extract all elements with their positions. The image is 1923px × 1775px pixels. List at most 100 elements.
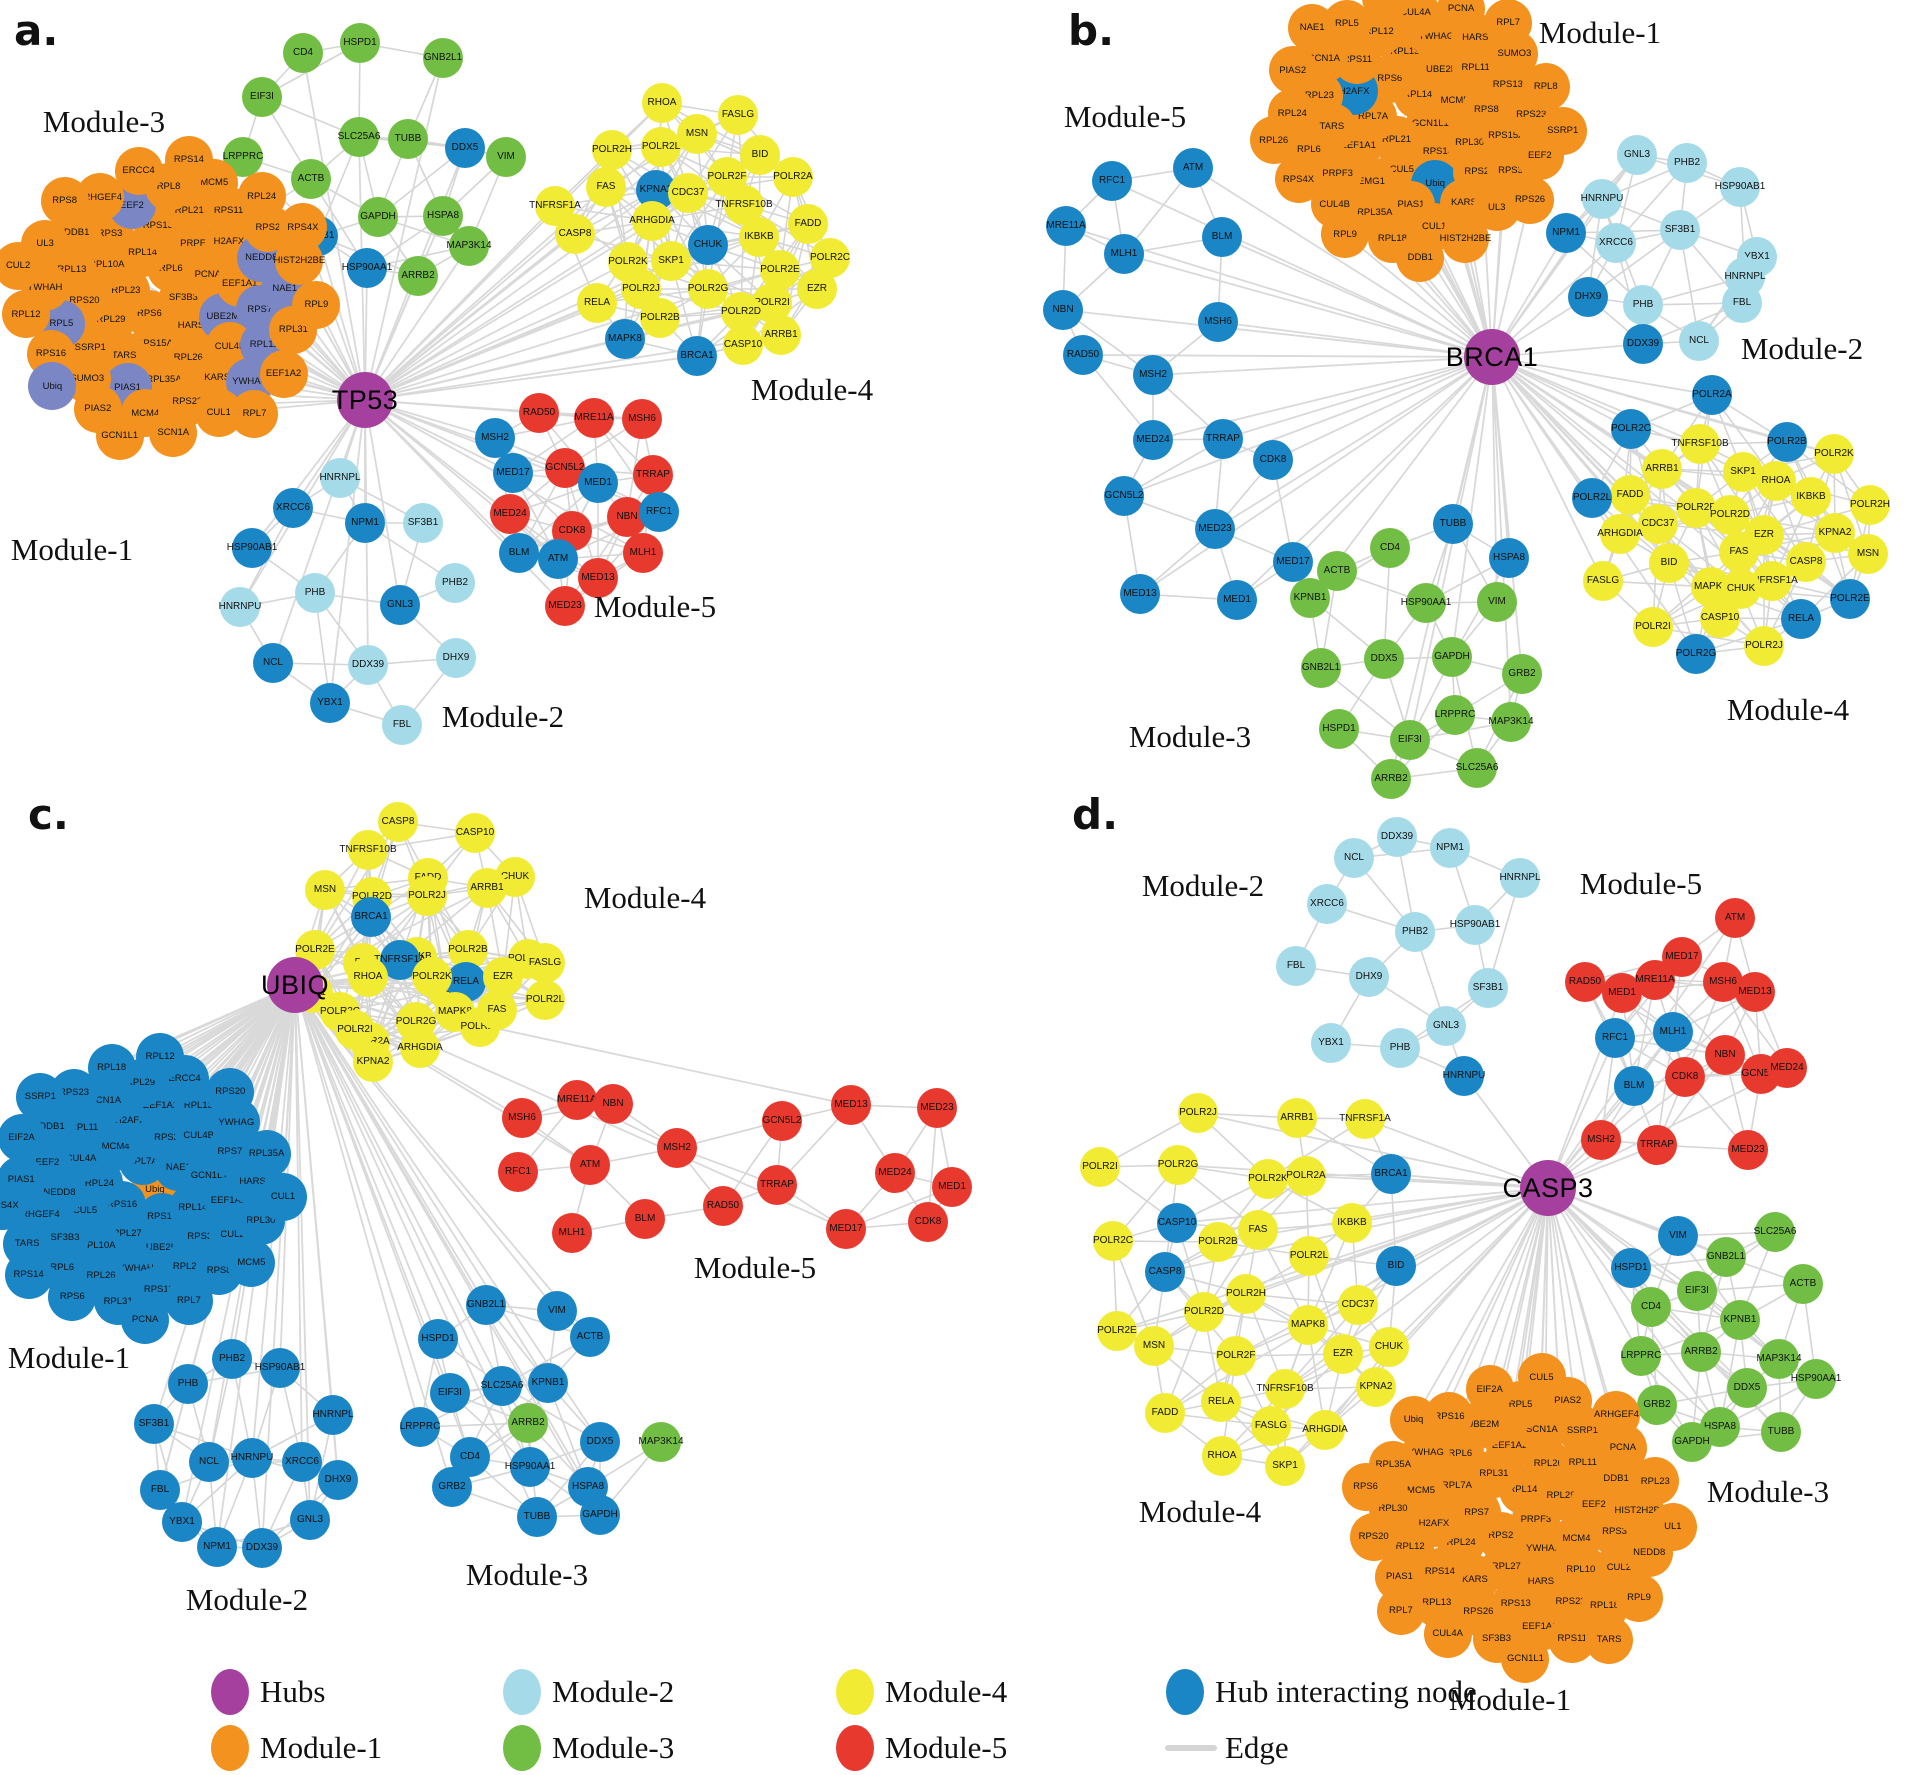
node-med17[interactable]: MED17 (1273, 542, 1313, 582)
node-gapdh[interactable]: GAPDH (580, 1495, 620, 1535)
node-map3k14[interactable]: MAP3K14 (446, 226, 492, 266)
node-ddx5[interactable]: DDX5 (580, 1422, 620, 1462)
node-trrap[interactable]: TRRAP (1203, 419, 1243, 459)
node-arrb1[interactable]: ARRB1 (761, 315, 801, 355)
node-dhx9[interactable]: DHX9 (318, 1460, 358, 1500)
node-msh6[interactable]: MSH6 (502, 1098, 542, 1138)
node-scn1a[interactable]: SCN1A (149, 408, 198, 457)
node-polr2h[interactable]: POLR2H (1226, 1274, 1266, 1314)
node-cdc37[interactable]: CDC37 (1338, 1285, 1378, 1325)
node-hnrnpu[interactable]: HNRNPU (1443, 1056, 1485, 1096)
node-hsp90ab1[interactable]: HSP90AB1 (255, 1348, 305, 1388)
node-casp8[interactable]: CASP8 (555, 214, 595, 254)
node-pias2[interactable]: PIAS2 (1268, 46, 1317, 95)
node-polr2l[interactable]: POLR2L (1289, 1236, 1329, 1276)
node-hspd1[interactable]: HSPD1 (418, 1319, 458, 1359)
node-polr2i[interactable]: POLR2I (1080, 1147, 1120, 1187)
node-msn[interactable]: MSN (677, 114, 717, 154)
node-npm1[interactable]: NPM1 (1430, 828, 1470, 868)
node-polr2a[interactable]: POLR2A (773, 157, 813, 197)
node-rhoa[interactable]: RHOA (348, 957, 388, 997)
node-arhgdia[interactable]: ARHGDIA (397, 1028, 443, 1068)
node-polr2c[interactable]: POLR2C (1611, 409, 1651, 449)
node-med23[interactable]: MED23 (1195, 509, 1235, 549)
node-med24[interactable]: MED24 (1767, 1048, 1807, 1088)
node-ybx1[interactable]: YBX1 (310, 683, 350, 723)
node-mcm5[interactable]: MCM5 (227, 1239, 276, 1288)
node-polr2i[interactable]: POLR2I (1633, 607, 1673, 647)
node-hspa8[interactable]: HSPA8 (1489, 538, 1529, 578)
node-polr2i[interactable]: POLR2I (335, 1010, 375, 1050)
node-rpl9[interactable]: RPL9 (292, 281, 341, 329)
node-polr2b[interactable]: POLR2B (1198, 1222, 1238, 1262)
node-cul5[interactable]: CUL5 (1517, 1353, 1566, 1402)
node-gcn1l1[interactable]: GCN1L1 (95, 411, 144, 460)
node-polr2b[interactable]: POLR2B (1767, 422, 1807, 462)
node-ezr[interactable]: EZR (797, 269, 837, 309)
node-rpl24[interactable]: RPL24 (237, 172, 286, 221)
node-xrcc6[interactable]: XRCC6 (1307, 884, 1347, 924)
node-slc25a6[interactable]: SLC25A6 (1754, 1212, 1796, 1252)
node-chuk[interactable]: CHUK (688, 225, 728, 265)
node-hnrnpl[interactable]: HNRNPL (312, 1395, 354, 1435)
node-rhoa[interactable]: RHOA (1202, 1436, 1242, 1476)
node-vim[interactable]: VIM (537, 1291, 577, 1331)
node-polr2e[interactable]: POLR2E (1097, 1311, 1137, 1351)
node-rps6[interactable]: RPS6 (48, 1272, 97, 1321)
node-polr2j[interactable]: POLR2J (1178, 1093, 1218, 1133)
node-skp1[interactable]: SKP1 (651, 241, 691, 281)
node-hnrnpu[interactable]: HNRNPU (1581, 179, 1623, 219)
node-phb2[interactable]: PHB2 (435, 563, 475, 603)
node-rps26[interactable]: RPS26 (1506, 175, 1554, 224)
node-nbn[interactable]: NBN (1705, 1035, 1745, 1075)
node-kpnb1[interactable]: KPNB1 (1720, 1300, 1760, 1340)
node-ikbkb[interactable]: IKBKB (1791, 477, 1831, 517)
node-rela[interactable]: RELA (1781, 599, 1821, 639)
node-hnrnpl[interactable]: HNRNPL (1499, 858, 1541, 898)
node-tnfrsf10b[interactable]: TNFRSF10B (1671, 424, 1729, 464)
node-rps20[interactable]: RPS20 (1349, 1512, 1398, 1561)
node-xrcc6[interactable]: XRCC6 (273, 488, 313, 528)
node-ubiq[interactable]: Ubiq (1389, 1396, 1438, 1445)
node-gnb2l1[interactable]: GNB2L1 (423, 38, 463, 78)
node-rps14[interactable]: RPS14 (4, 1251, 53, 1300)
node-eif3i[interactable]: EIF3I (1390, 720, 1430, 760)
node-brca1[interactable]: BRCA1 (677, 336, 717, 376)
node-mlh1[interactable]: MLH1 (1104, 234, 1144, 274)
node-sf3b1[interactable]: SF3B1 (1468, 968, 1508, 1008)
node-gnl3[interactable]: GNL3 (290, 1500, 330, 1540)
node-cd4[interactable]: CD4 (1370, 528, 1410, 568)
node-rad50[interactable]: RAD50 (519, 393, 559, 433)
node-xrcc6[interactable]: XRCC6 (1596, 223, 1636, 263)
node-ddx39[interactable]: DDX39 (1623, 324, 1663, 364)
node-polr2k[interactable]: POLR2K (1814, 434, 1854, 474)
node-blm[interactable]: BLM (1614, 1066, 1654, 1106)
node-nbn[interactable]: NBN (1043, 290, 1083, 330)
node-bid[interactable]: BID (1649, 543, 1689, 583)
node-faslg[interactable]: FASLG (718, 95, 758, 135)
node-fadd[interactable]: FADD (788, 204, 828, 244)
node-med1[interactable]: MED1 (1217, 580, 1257, 620)
node-med17[interactable]: MED17 (826, 1209, 866, 1249)
node-arrb2[interactable]: ARRB2 (508, 1403, 548, 1443)
node-ubiq[interactable]: Ubiq (28, 362, 77, 411)
node-med24[interactable]: MED24 (875, 1153, 915, 1193)
node-nae1[interactable]: NAE1 (1288, 3, 1337, 52)
node-arhgdia[interactable]: ARHGDIA (1597, 514, 1643, 554)
node-casp10[interactable]: CASP10 (455, 813, 495, 853)
node-med13[interactable]: MED13 (1735, 972, 1775, 1012)
node-rfc1[interactable]: RFC1 (498, 1152, 538, 1192)
node-trrap[interactable]: TRRAP (633, 455, 673, 495)
node-rpl9[interactable]: RPL9 (1615, 1574, 1664, 1623)
node-hsp90ab1[interactable]: HSP90AB1 (1715, 167, 1765, 207)
node-ddx39[interactable]: DDX39 (242, 1528, 282, 1568)
node-phb[interactable]: PHB (1380, 1028, 1420, 1068)
node-msh2[interactable]: MSH2 (657, 1128, 697, 1168)
node-cd4[interactable]: CD4 (1631, 1287, 1671, 1327)
node-dhx9[interactable]: DHX9 (1568, 277, 1608, 317)
node-fbl[interactable]: FBL (382, 705, 422, 745)
node-med1[interactable]: MED1 (578, 463, 618, 503)
node-faslg[interactable]: FASLG (525, 943, 565, 983)
node-vim[interactable]: VIM (486, 137, 526, 177)
node-polr2j[interactable]: POLR2J (1744, 626, 1784, 666)
